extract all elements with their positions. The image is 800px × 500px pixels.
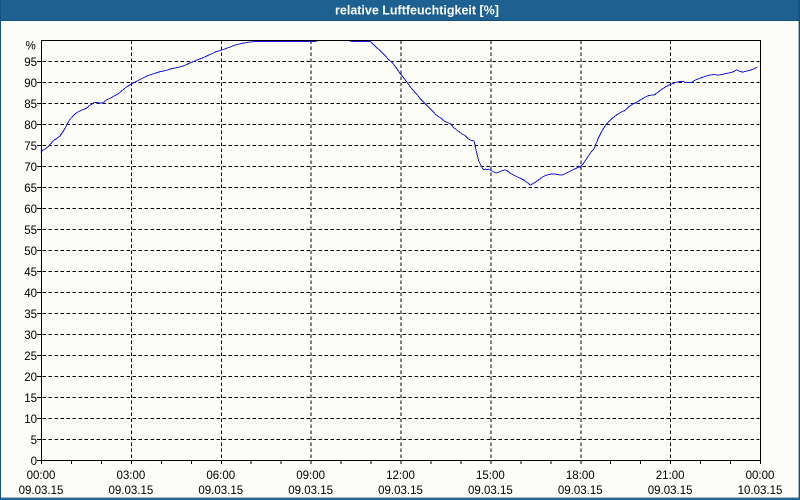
svg-text:60: 60 — [24, 204, 37, 216]
svg-text:25: 25 — [24, 351, 37, 363]
svg-text:10: 10 — [24, 414, 37, 426]
svg-text:20: 20 — [24, 372, 37, 384]
svg-text:00:00: 00:00 — [27, 470, 56, 482]
svg-text:50: 50 — [24, 246, 37, 258]
svg-text:40: 40 — [24, 288, 37, 300]
svg-text:09.03.15: 09.03.15 — [558, 485, 603, 497]
svg-text:09.03.15: 09.03.15 — [198, 485, 243, 497]
svg-text:30: 30 — [24, 330, 37, 342]
svg-text:21:00: 21:00 — [656, 470, 685, 482]
svg-text:10.03.15: 10.03.15 — [738, 485, 783, 497]
svg-text:70: 70 — [24, 162, 37, 174]
svg-text:00:00: 00:00 — [746, 470, 775, 482]
svg-text:09.03.15: 09.03.15 — [648, 485, 693, 497]
svg-text:5: 5 — [31, 435, 37, 447]
svg-text:95: 95 — [24, 57, 37, 69]
svg-text:%: % — [26, 41, 36, 53]
svg-text:0: 0 — [31, 456, 37, 468]
svg-text:06:00: 06:00 — [206, 470, 235, 482]
svg-text:03:00: 03:00 — [116, 470, 145, 482]
svg-text:65: 65 — [24, 183, 37, 195]
svg-text:09.03.15: 09.03.15 — [468, 485, 513, 497]
svg-text:09.03.15: 09.03.15 — [378, 485, 423, 497]
svg-text:15: 15 — [24, 393, 37, 405]
svg-text:75: 75 — [24, 141, 37, 153]
svg-text:45: 45 — [24, 267, 37, 279]
svg-text:35: 35 — [24, 309, 37, 321]
svg-text:09.03.15: 09.03.15 — [19, 485, 64, 497]
svg-text:85: 85 — [24, 99, 37, 111]
svg-text:09.03.15: 09.03.15 — [108, 485, 153, 497]
svg-text:15:00: 15:00 — [476, 470, 505, 482]
svg-text:80: 80 — [24, 120, 37, 132]
svg-text:relative Luftfeuchtigkeit [%]: relative Luftfeuchtigkeit [%] — [335, 4, 499, 18]
svg-text:18:00: 18:00 — [566, 470, 595, 482]
svg-text:09.03.15: 09.03.15 — [288, 485, 333, 497]
svg-text:12:00: 12:00 — [386, 470, 415, 482]
svg-text:90: 90 — [24, 78, 37, 90]
svg-text:09:00: 09:00 — [296, 470, 325, 482]
svg-text:55: 55 — [24, 225, 37, 237]
